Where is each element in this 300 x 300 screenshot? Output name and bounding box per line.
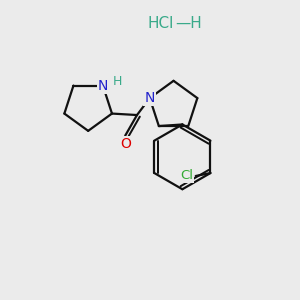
Text: O: O	[120, 137, 131, 151]
Text: HCl: HCl	[147, 16, 174, 31]
Text: N: N	[145, 91, 155, 105]
Text: —H: —H	[175, 16, 202, 31]
Text: Cl: Cl	[180, 169, 194, 182]
Text: N: N	[98, 79, 108, 93]
Text: H: H	[112, 75, 122, 88]
